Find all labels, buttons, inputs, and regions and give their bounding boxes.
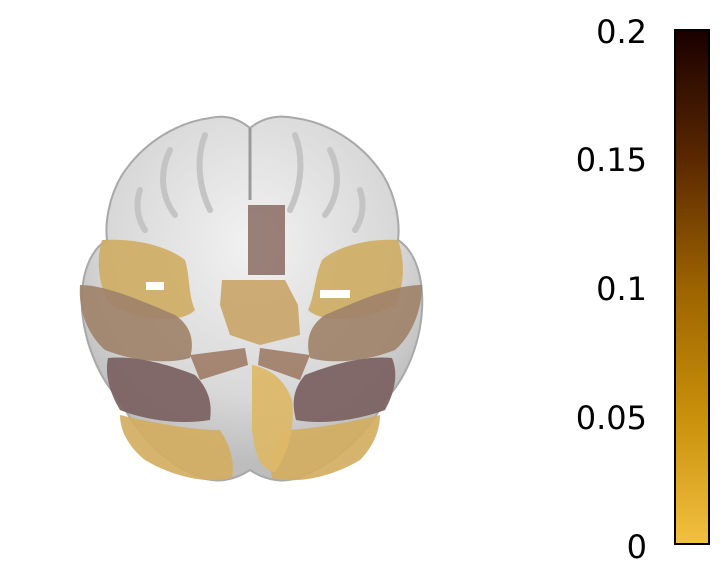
colorbar-tick-label: 0.05: [575, 399, 647, 437]
region-right-occipital: [270, 415, 380, 481]
colorbar-tick-label: 0.2: [596, 13, 647, 51]
gyri-pattern: [134, 132, 366, 233]
colorbar-tick-label: 0.1: [596, 270, 647, 308]
colorbar-tick-label: 0.15: [575, 141, 647, 179]
brain-slice-image: [60, 100, 440, 500]
region-vermis-left: [190, 348, 248, 380]
region-left-inferior-temporal: [106, 357, 211, 422]
brain-slice-svg: [79, 115, 424, 482]
region-right-inferior-temporal: [293, 357, 396, 422]
tissue-gap: [320, 290, 350, 298]
region-central-posterior: [220, 280, 300, 345]
region-central-occipital: [252, 365, 293, 472]
region-right-middle-temporal: [308, 285, 422, 362]
colorbar-tick-label: 0: [626, 528, 647, 566]
tissue-gap: [146, 282, 164, 290]
colorbar: [674, 29, 710, 545]
region-left-middle-temporal: [79, 285, 192, 362]
region-left-occipital: [120, 415, 233, 481]
region-vermis-right: [258, 348, 310, 380]
region-central-anterior: [248, 205, 285, 275]
